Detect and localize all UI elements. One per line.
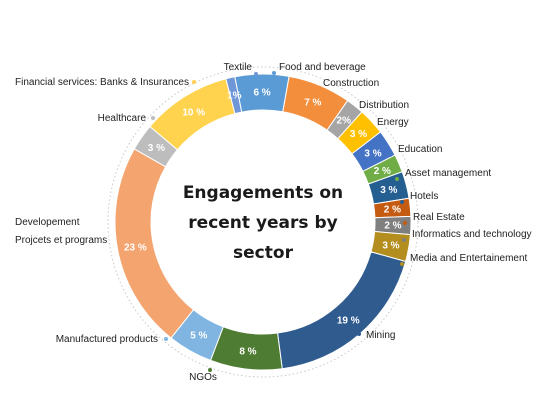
slice-value-label-16: 1% [227, 91, 242, 102]
category-label-9: Media and Entertainement [410, 253, 528, 264]
category-dot-6 [400, 200, 404, 204]
slice-value-label-11: 8 % [239, 347, 256, 358]
slice-value-label-15: 10 % [182, 107, 205, 118]
slice-value-label-1: 7 % [304, 97, 321, 108]
category-label-13-line-1: Projcets et programs [15, 235, 107, 246]
category-label-1: Construction [323, 78, 379, 89]
category-dot-2 [350, 109, 354, 113]
slice-value-label-7: 2 % [384, 205, 401, 216]
slice-value-label-12: 5 % [190, 331, 207, 342]
slice-10 [277, 251, 407, 370]
category-dot-9 [400, 262, 404, 266]
category-label-13-line-0: Developement [15, 217, 80, 228]
category-dot-0 [272, 71, 276, 75]
category-label-16: Textile [224, 62, 253, 73]
category-dot-16 [254, 72, 258, 76]
category-dot-1 [315, 87, 319, 91]
category-label-5: Asset management [405, 168, 491, 179]
chart-title-line-3: sector [233, 243, 294, 263]
category-dot-10 [357, 332, 361, 336]
category-label-12: Manufactured products [56, 334, 158, 345]
category-label-11: NGOs [189, 372, 217, 383]
slice-labels-group: 6 % 7 % 2% 3 % 3 % 2 % 3 % 2 % 2 % 3 % 19 % 8 % 5 % 2… [124, 88, 402, 358]
slice-value-label-8: 2 % [384, 221, 401, 232]
slice-value-label-2: 2% [337, 116, 352, 127]
category-labels-group: Food and beverage Construction Distributio… [15, 62, 532, 383]
category-dot-3 [368, 126, 372, 130]
category-dot-13 [118, 230, 122, 234]
slice-value-label-6: 3 % [380, 185, 397, 196]
category-label-10: Mining [366, 330, 395, 341]
category-dot-15 [192, 80, 196, 84]
slice-value-label-5: 2 % [374, 166, 391, 177]
category-label-3: Energy [377, 117, 409, 128]
category-dot-5 [395, 177, 399, 181]
slice-value-label-3: 3 % [350, 129, 367, 140]
category-label-4: Education [398, 144, 442, 155]
slices-group [114, 73, 412, 371]
slice-value-label-4: 3 % [364, 148, 381, 159]
category-label-2: Distribution [359, 100, 409, 111]
slice-16 [225, 76, 243, 115]
category-dot-4 [388, 153, 392, 157]
category-dot-8 [402, 238, 406, 242]
category-dot-11 [208, 368, 212, 372]
category-dot-14 [151, 116, 155, 120]
outer-dotted-ring [107, 66, 419, 378]
category-label-14: Healthcare [98, 113, 147, 124]
category-dot-12 [164, 337, 168, 341]
chart-title-line-2: recent years by [188, 213, 337, 233]
slice-value-label-0: 6 % [253, 88, 270, 99]
category-label-6: Hotels [410, 191, 438, 202]
category-label-7: Real Estate [413, 212, 465, 223]
slice-value-label-10: 19 % [337, 316, 360, 327]
category-label-0: Food and beverage [279, 62, 366, 73]
category-dot-7 [403, 221, 407, 225]
category-label-8: Informatics and technology [412, 229, 532, 240]
chart-title-line-1: Engagements on [183, 183, 343, 203]
category-label-15: Financial services: Banks & Insurances [15, 77, 189, 88]
slice-value-label-14: 3 % [148, 143, 165, 154]
slice-value-label-13: 23 % [124, 242, 147, 253]
slice-value-label-9: 3 % [382, 240, 399, 251]
